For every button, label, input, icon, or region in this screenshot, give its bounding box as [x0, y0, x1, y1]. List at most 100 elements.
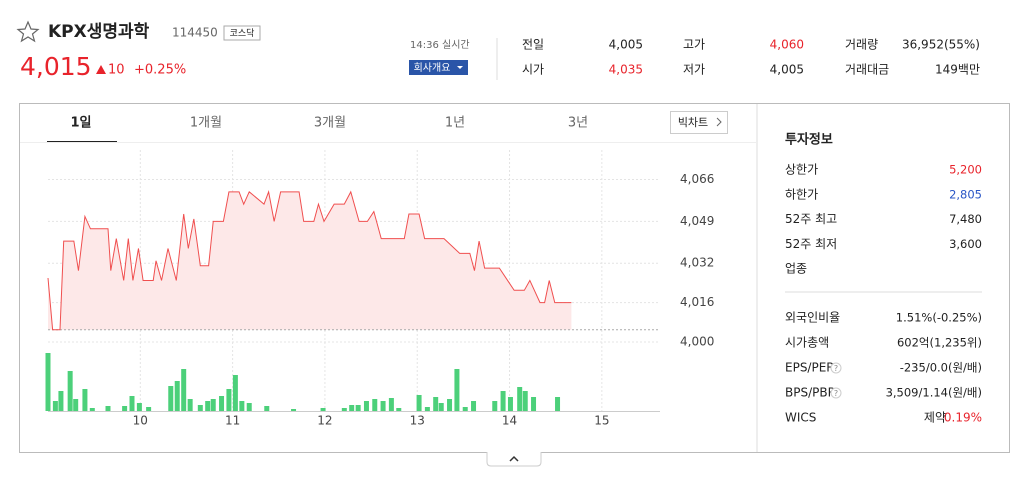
volume-bar	[433, 397, 439, 411]
tab[interactable]: 1일	[70, 116, 91, 131]
volume-bar	[291, 409, 297, 411]
volume-bar	[187, 399, 193, 411]
company-button-label: 회사개요	[414, 62, 451, 74]
tab[interactable]: 1년	[445, 116, 465, 131]
x-tick-label: 12	[317, 414, 332, 428]
volume-bar	[396, 408, 402, 411]
quote-label: 전일	[522, 38, 544, 52]
volume-bar	[454, 369, 460, 411]
help-icon[interactable]	[830, 387, 842, 399]
quote-value: 149백만	[935, 63, 980, 77]
info-label: BPS/PBR	[785, 386, 836, 400]
quote-value: 4,035	[609, 63, 643, 77]
info-label: EPS/PER	[785, 361, 835, 375]
x-tick-label: 15	[594, 414, 609, 428]
tab[interactable]: 3개월	[314, 116, 346, 131]
volume-bar	[146, 407, 152, 411]
volume-bar	[507, 397, 513, 411]
volume-bar	[219, 396, 225, 411]
volume-bar	[531, 397, 537, 411]
info-label: 52주 최고	[785, 212, 837, 226]
update-time: 14:36 실시간	[410, 39, 470, 51]
big-chart-label: 빅차트	[678, 116, 708, 129]
volume-bar	[471, 401, 477, 411]
quote-label: 시가	[522, 63, 544, 77]
volume-bar	[341, 408, 347, 411]
volume-bar	[205, 401, 211, 411]
stock-code: 114450	[172, 26, 218, 40]
quote-value: 36,952(55%)	[902, 38, 980, 52]
volume-bar	[210, 399, 216, 411]
price-line	[47, 189, 572, 331]
info-label: 상한가	[785, 163, 818, 177]
volume-bar	[492, 401, 498, 411]
volume-bar	[424, 407, 430, 411]
x-tick-label: 11	[225, 414, 240, 428]
info-value: 2,805	[949, 187, 982, 201]
volume-bar	[380, 401, 386, 411]
volume-bar	[58, 391, 64, 411]
help-icon[interactable]	[830, 362, 842, 374]
volume-bar	[73, 399, 79, 411]
info-value: 3,600	[949, 237, 982, 251]
info-value: 1.51%(-0.25%)	[896, 311, 982, 325]
x-tick-label: 10	[133, 414, 148, 428]
volume-bar	[197, 405, 203, 411]
stock-name: KPX생명과학	[48, 22, 150, 42]
price-change: 10	[108, 63, 125, 78]
volume-bar	[522, 391, 528, 411]
invest-title: 투자정보	[785, 132, 833, 148]
volume-bar	[555, 397, 561, 411]
volume-bar	[355, 405, 361, 411]
volume-bar	[320, 408, 326, 411]
current-price: 4,015	[20, 52, 92, 81]
volume-bar	[246, 403, 252, 411]
info-label: 업종	[785, 262, 807, 276]
volume-bar	[500, 391, 506, 411]
volume-bar	[349, 405, 355, 411]
tab[interactable]: 1개월	[190, 116, 222, 131]
volume-bar	[89, 408, 95, 411]
volume-bar	[239, 401, 245, 411]
chevron	[716, 117, 722, 127]
info-label: 시가총액	[785, 336, 829, 350]
quote-value: 4,005	[770, 63, 804, 77]
x-tick-label: 13	[410, 414, 425, 428]
info-label: 외국인비율	[785, 311, 840, 325]
info-value: -235/0.0(원/배)	[900, 361, 982, 375]
quote-value: 4,005	[609, 38, 643, 52]
volume-bar	[232, 375, 238, 411]
y-tick-label: 4,049	[680, 214, 714, 228]
volume-bar	[264, 406, 270, 411]
tab[interactable]: 3년	[568, 116, 588, 131]
info-label: WICS	[785, 411, 816, 425]
volume-bar	[447, 399, 453, 411]
price-area	[48, 191, 572, 330]
volume-bar	[517, 387, 523, 411]
info-value: 3,509/1.14(원/배)	[886, 386, 982, 400]
help-label: ?	[834, 364, 838, 373]
market-badge	[223, 25, 261, 41]
volume-bar	[226, 389, 232, 411]
volume-bar	[438, 403, 444, 411]
volume-bar	[363, 401, 369, 411]
info-value: 제약	[924, 410, 946, 425]
volume-bar	[416, 395, 422, 411]
volume-bar	[45, 353, 51, 411]
quote-value: 4,060	[770, 38, 804, 52]
favorite-star[interactable]	[16, 20, 40, 43]
quote-label: 저가	[683, 63, 705, 77]
volume-bar	[462, 407, 468, 411]
x-tick-label: 14	[502, 414, 517, 428]
invest-panel: 투자정보 상한가 5,200 하한가 2,805 52주 최고 7,480 52주 최저 3,…	[785, 132, 982, 425]
big-chart-button[interactable]	[670, 111, 728, 134]
info-value: 5,200	[949, 163, 982, 177]
company-button[interactable]	[409, 60, 468, 75]
info-change: 0.19%	[944, 411, 982, 425]
collapse-tab[interactable]	[486, 452, 542, 467]
volume-bar	[388, 398, 394, 411]
info-label: 52주 최저	[785, 237, 837, 251]
collapse-icon	[509, 455, 519, 462]
volume-bar	[129, 396, 135, 411]
